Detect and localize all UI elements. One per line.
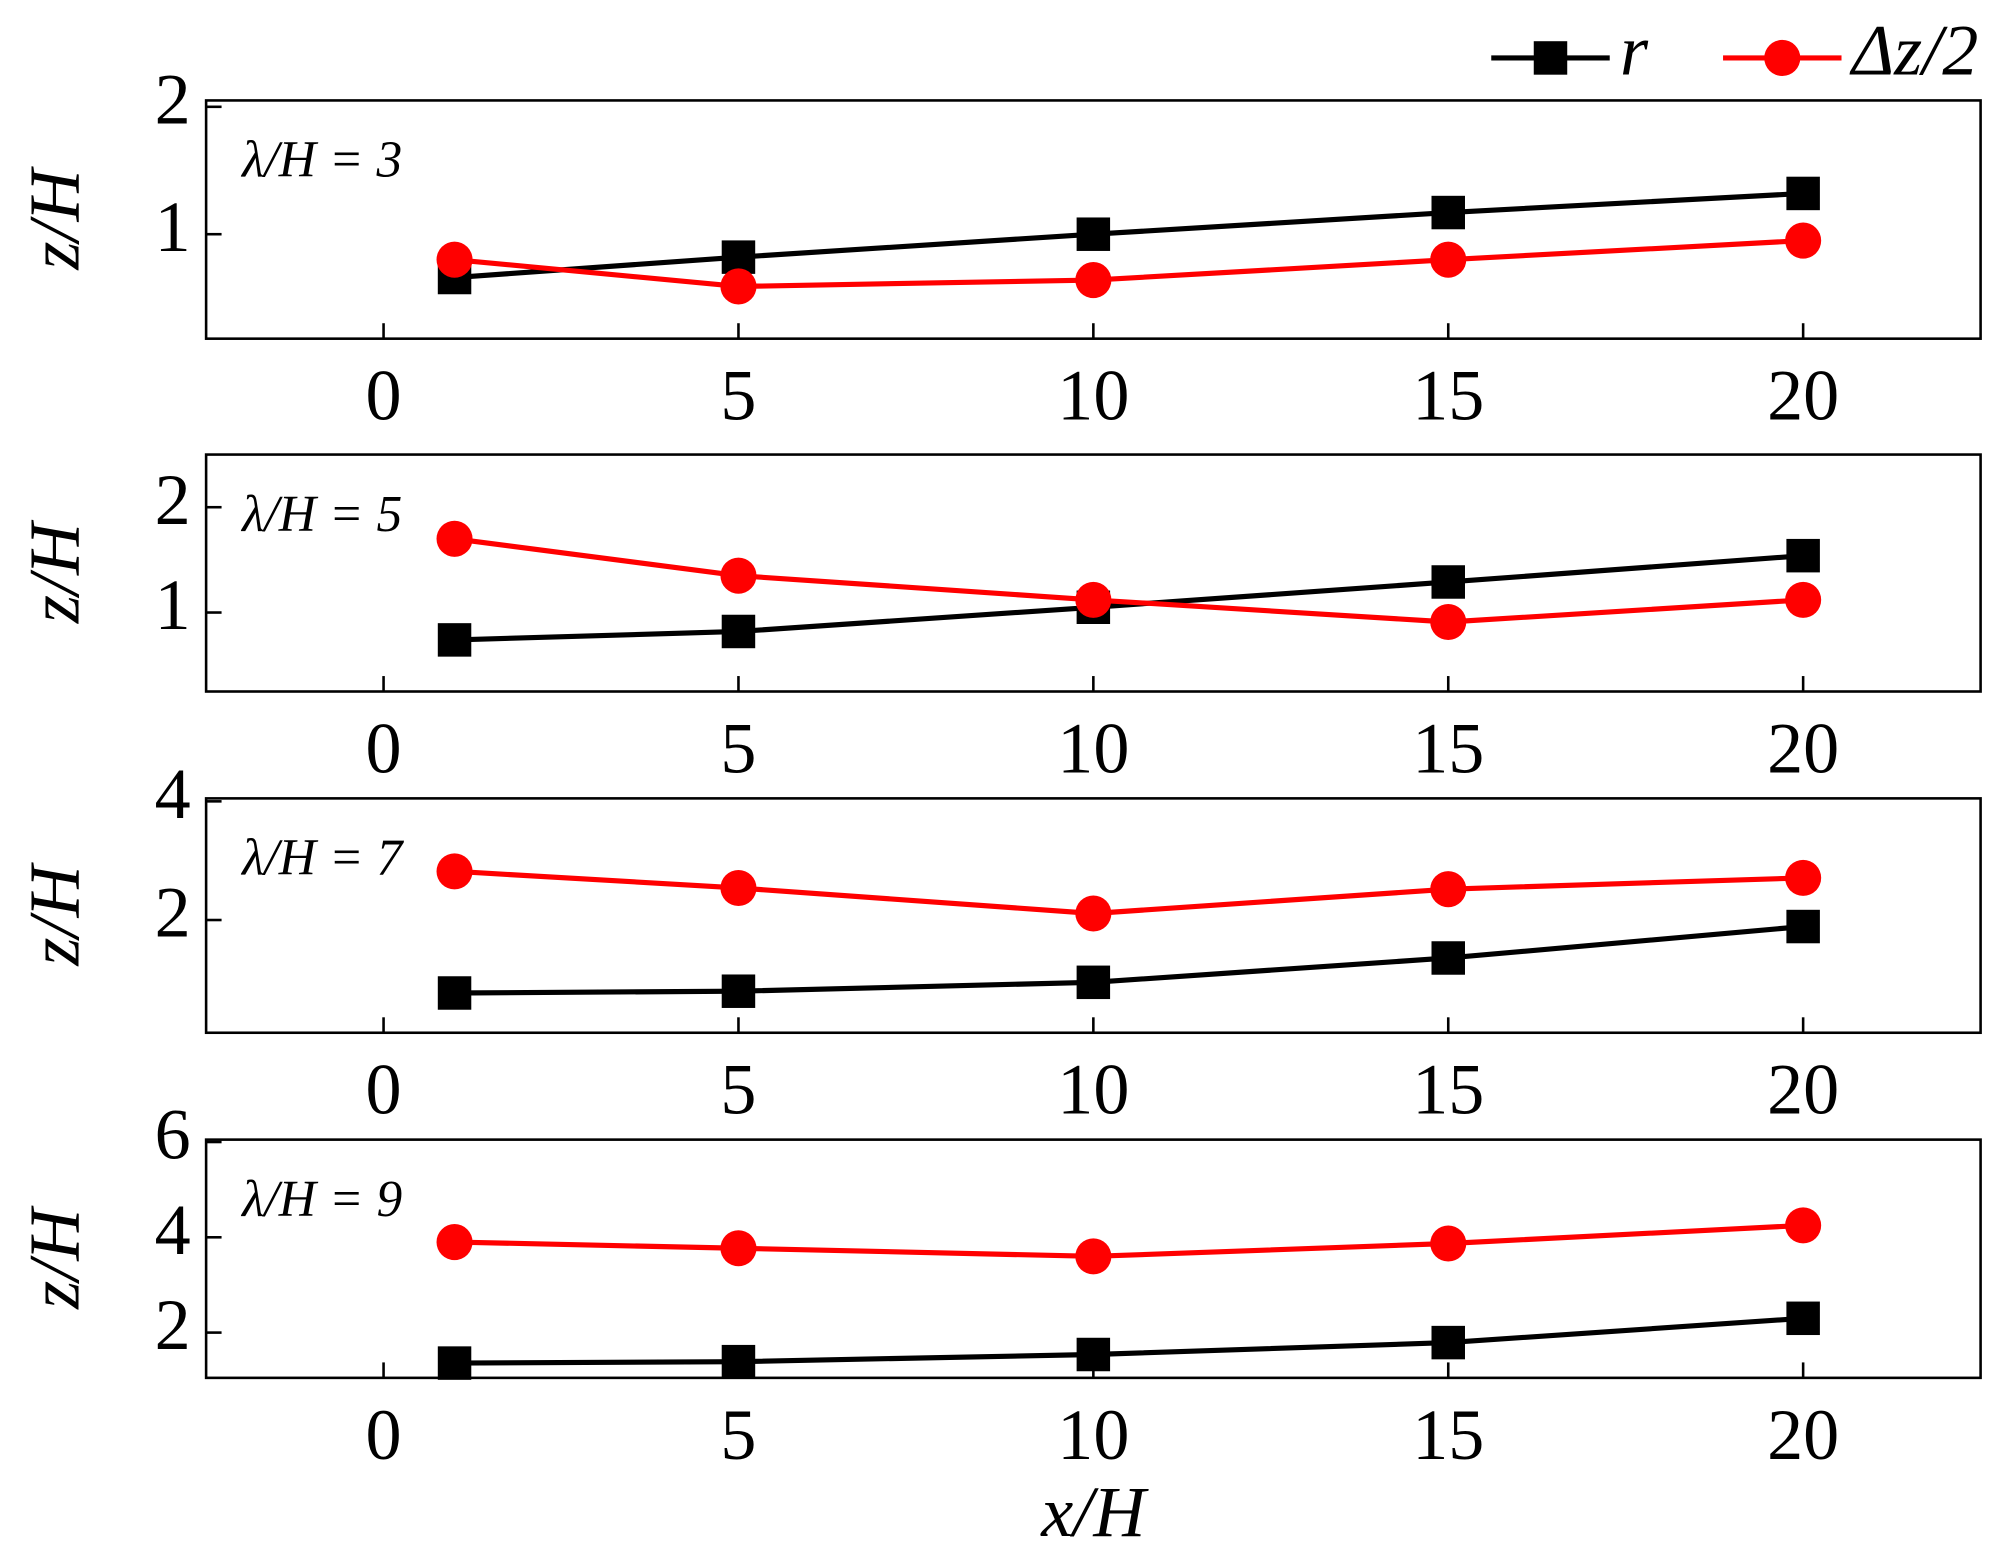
series-line xyxy=(454,536,1804,625)
x-tick-label: 10 xyxy=(1057,1050,1129,1130)
x-tick-label: 10 xyxy=(1057,356,1129,436)
marker xyxy=(1786,909,1820,944)
marker xyxy=(1785,581,1822,618)
x-tick-label: 20 xyxy=(1767,356,1839,436)
x-tick-label: 15 xyxy=(1412,356,1484,436)
y-axis-label: z/H xyxy=(14,519,94,624)
y-tick-label: 1 xyxy=(155,187,191,267)
x-tick-label: 20 xyxy=(1767,1050,1839,1130)
x-tick-label: 0 xyxy=(366,1050,402,1130)
marker xyxy=(436,1224,473,1261)
marker xyxy=(1430,1225,1467,1262)
series-line xyxy=(454,553,1804,643)
plot-frame xyxy=(204,453,1982,693)
marker xyxy=(721,1344,756,1379)
marker xyxy=(1786,538,1820,573)
x-tick-label: 5 xyxy=(720,1050,756,1130)
x-tick-label: 0 xyxy=(366,708,402,788)
marker xyxy=(1786,1301,1820,1336)
x-axis-label: x/H xyxy=(1040,1472,1149,1552)
marker xyxy=(1431,195,1465,230)
marker xyxy=(437,623,472,657)
marker xyxy=(1430,603,1467,641)
y-tick-label: 4 xyxy=(155,1190,191,1270)
annotation: λ/H = 5 xyxy=(240,486,402,543)
marker xyxy=(1431,941,1465,975)
y-tick-label: 2 xyxy=(155,460,191,540)
x-tick-label: 15 xyxy=(1412,1395,1484,1475)
marker xyxy=(721,614,756,649)
x-tick-label: 15 xyxy=(1412,708,1484,788)
marker xyxy=(720,869,757,907)
y-tick-label: 6 xyxy=(155,1095,191,1175)
annotation: λ/H = 9 xyxy=(240,1171,402,1228)
y-tick-label: 2 xyxy=(155,1285,191,1365)
marker xyxy=(437,1346,472,1380)
y-tick-label: 2 xyxy=(155,59,191,139)
x-tick-label: 5 xyxy=(720,708,756,788)
y-tick-label: 2 xyxy=(155,873,191,953)
marker xyxy=(1076,965,1111,1000)
y-tick-label: 4 xyxy=(155,754,191,834)
marker xyxy=(1785,222,1822,259)
marker xyxy=(1075,262,1112,299)
marker xyxy=(436,520,473,557)
x-tick-label: 10 xyxy=(1057,1395,1129,1475)
legend-label: Δz/2 xyxy=(1849,10,1978,90)
marker xyxy=(1075,581,1112,618)
marker xyxy=(1430,241,1467,278)
marker xyxy=(721,240,756,274)
legend-label: r xyxy=(1620,10,1649,90)
marker xyxy=(1785,859,1822,896)
marker xyxy=(436,853,473,890)
x-tick-label: 15 xyxy=(1412,1050,1484,1130)
x-tick-label: 5 xyxy=(720,1395,756,1475)
marker xyxy=(1076,217,1111,251)
marker xyxy=(1431,565,1465,599)
y-axis-label: z/H xyxy=(14,862,94,967)
x-tick-label: 20 xyxy=(1767,1395,1839,1475)
series-line xyxy=(454,923,1804,996)
series-line xyxy=(454,1315,1804,1366)
marker xyxy=(721,974,756,1008)
legend-marker xyxy=(1764,39,1801,76)
marker xyxy=(1076,1337,1111,1372)
marker xyxy=(437,976,472,1010)
annotation: λ/H = 7 xyxy=(240,830,404,887)
legend-marker xyxy=(1533,41,1568,75)
series-line xyxy=(454,190,1804,281)
y-axis-label: z/H xyxy=(14,1205,94,1310)
x-tick-label: 0 xyxy=(366,1395,402,1475)
x-tick-label: 0 xyxy=(366,356,402,436)
marker xyxy=(1430,871,1467,908)
marker xyxy=(1075,895,1112,932)
marker xyxy=(1431,1325,1465,1360)
y-tick-label: 1 xyxy=(155,565,191,645)
x-tick-label: 5 xyxy=(720,356,756,436)
marker xyxy=(720,557,757,594)
x-tick-label: 20 xyxy=(1767,708,1839,788)
x-tick-label: 10 xyxy=(1057,708,1129,788)
marker xyxy=(1786,176,1820,211)
series-line xyxy=(454,868,1804,917)
annotation: λ/H = 3 xyxy=(240,132,402,189)
marker xyxy=(720,1230,757,1267)
series-line xyxy=(454,1222,1804,1259)
marker xyxy=(1785,1207,1822,1244)
y-axis-label: z/H xyxy=(14,166,94,271)
marker xyxy=(720,268,757,305)
marker xyxy=(1075,1238,1112,1275)
marker xyxy=(436,241,473,278)
